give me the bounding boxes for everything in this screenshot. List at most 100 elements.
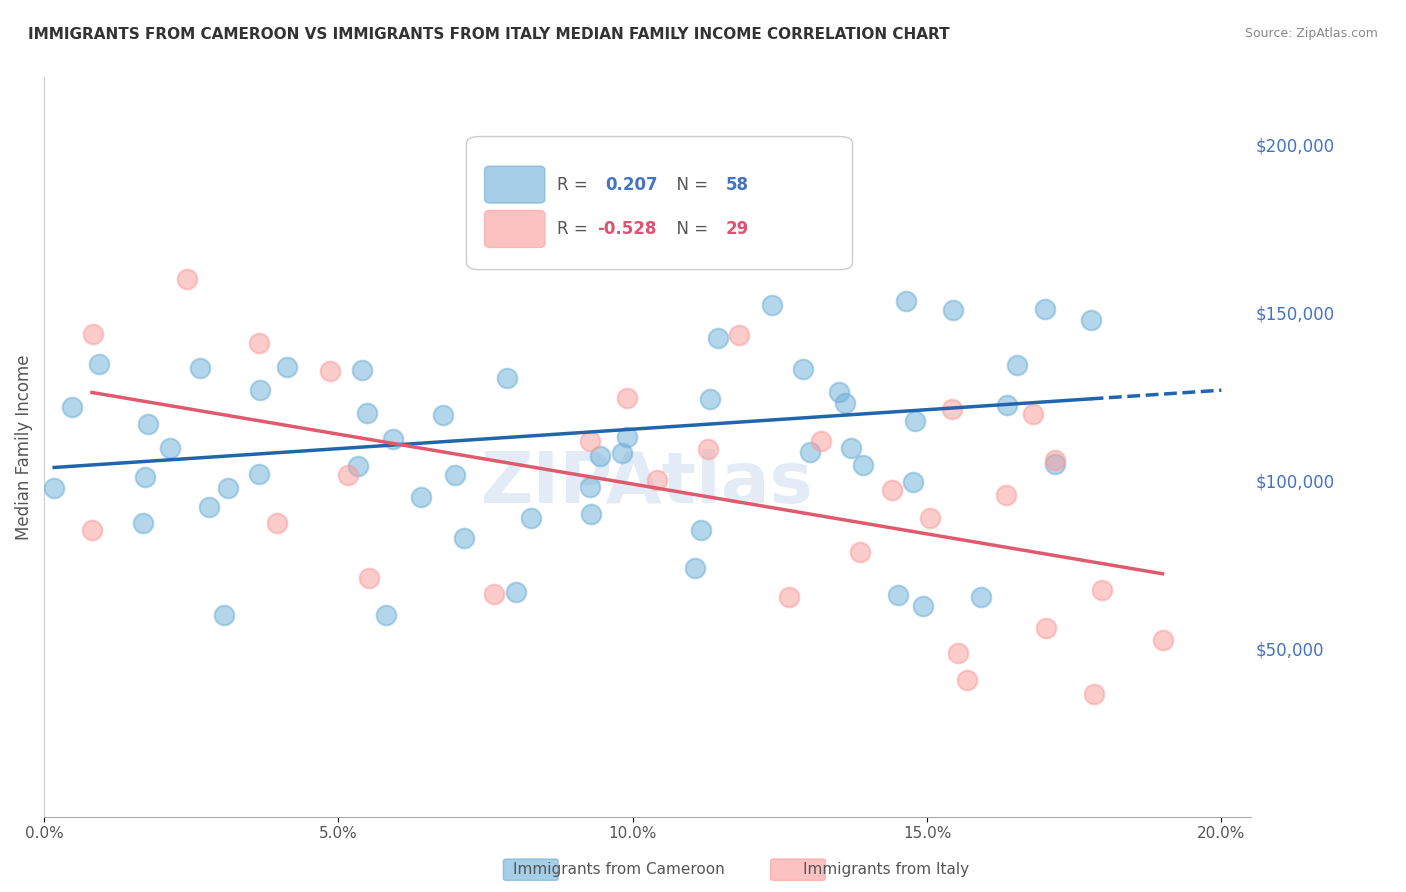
Point [778, 590, 800, 604]
Text: 29: 29 [725, 220, 749, 238]
Point [689, 523, 711, 537]
Point [588, 449, 610, 463]
Point [942, 303, 965, 318]
Point [880, 483, 903, 497]
Point [1083, 688, 1105, 702]
Text: N =: N = [665, 176, 707, 194]
Point [482, 587, 505, 601]
Point [1033, 302, 1056, 317]
Y-axis label: Median Family Income: Median Family Income [15, 354, 32, 540]
Point [356, 406, 378, 420]
Point [839, 441, 862, 455]
Point [904, 414, 927, 428]
Text: R =: R = [557, 176, 593, 194]
Point [453, 531, 475, 545]
Point [520, 511, 543, 525]
Point [995, 398, 1018, 412]
Point [443, 468, 465, 483]
Point [198, 500, 221, 514]
Point [941, 401, 963, 416]
Point [994, 488, 1017, 502]
Text: Immigrants from Italy: Immigrants from Italy [803, 863, 969, 877]
Text: R =: R = [557, 220, 593, 238]
Point [1080, 312, 1102, 326]
Point [249, 336, 271, 351]
Point [728, 327, 751, 342]
Point [80, 523, 103, 537]
Point [724, 214, 747, 228]
Point [217, 481, 239, 495]
Point [266, 516, 288, 530]
Point [1043, 453, 1066, 467]
Point [792, 362, 814, 376]
Point [350, 363, 373, 377]
Point [247, 467, 270, 481]
Point [918, 511, 941, 525]
Point [1152, 632, 1174, 647]
Point [1043, 458, 1066, 472]
Point [849, 545, 872, 559]
Point [579, 434, 602, 449]
Point [89, 357, 111, 371]
Point [44, 481, 66, 495]
Point [810, 434, 832, 448]
Text: Immigrants from Cameroon: Immigrants from Cameroon [513, 863, 724, 877]
Point [346, 459, 368, 474]
Point [956, 673, 979, 687]
Point [887, 588, 910, 602]
Point [896, 294, 918, 309]
Point [82, 326, 104, 341]
Point [188, 360, 211, 375]
FancyBboxPatch shape [485, 211, 546, 247]
Point [799, 444, 821, 458]
Point [579, 508, 602, 522]
Point [375, 607, 398, 622]
Point [749, 163, 772, 178]
Text: -0.528: -0.528 [596, 220, 657, 238]
Point [134, 470, 156, 484]
Point [505, 585, 527, 599]
Text: N =: N = [665, 220, 707, 238]
Point [697, 442, 720, 456]
Point [946, 646, 969, 660]
Point [647, 473, 669, 487]
Point [616, 430, 638, 444]
Point [1005, 358, 1028, 372]
Point [564, 186, 586, 201]
Point [1090, 582, 1112, 597]
Point [672, 243, 695, 257]
Point [132, 516, 155, 530]
Point [159, 441, 181, 455]
Point [761, 297, 783, 311]
Text: Source: ZipAtlas.com: Source: ZipAtlas.com [1244, 27, 1378, 40]
Point [578, 480, 600, 494]
Point [357, 571, 380, 585]
Text: IMMIGRANTS FROM CAMEROON VS IMMIGRANTS FROM ITALY MEDIAN FAMILY INCOME CORRELATI: IMMIGRANTS FROM CAMEROON VS IMMIGRANTS F… [28, 27, 949, 42]
Point [1022, 407, 1045, 421]
Point [852, 458, 875, 472]
FancyBboxPatch shape [467, 136, 852, 269]
Point [970, 591, 993, 605]
Point [828, 385, 851, 400]
Point [903, 475, 925, 490]
Point [276, 360, 298, 375]
Point [337, 468, 360, 483]
Point [432, 408, 454, 422]
Text: 0.207: 0.207 [605, 176, 658, 194]
Point [138, 417, 160, 432]
Point [409, 490, 432, 504]
Point [912, 599, 935, 614]
Point [496, 371, 519, 385]
Point [1035, 622, 1057, 636]
Point [610, 446, 633, 460]
Point [212, 607, 235, 622]
Point [706, 331, 728, 345]
Point [381, 432, 404, 446]
Text: 58: 58 [725, 176, 749, 194]
Point [616, 391, 638, 405]
Point [685, 561, 707, 575]
Point [699, 392, 721, 406]
Text: ZIPAtlas: ZIPAtlas [481, 450, 814, 518]
Point [176, 272, 198, 286]
FancyBboxPatch shape [485, 166, 546, 203]
